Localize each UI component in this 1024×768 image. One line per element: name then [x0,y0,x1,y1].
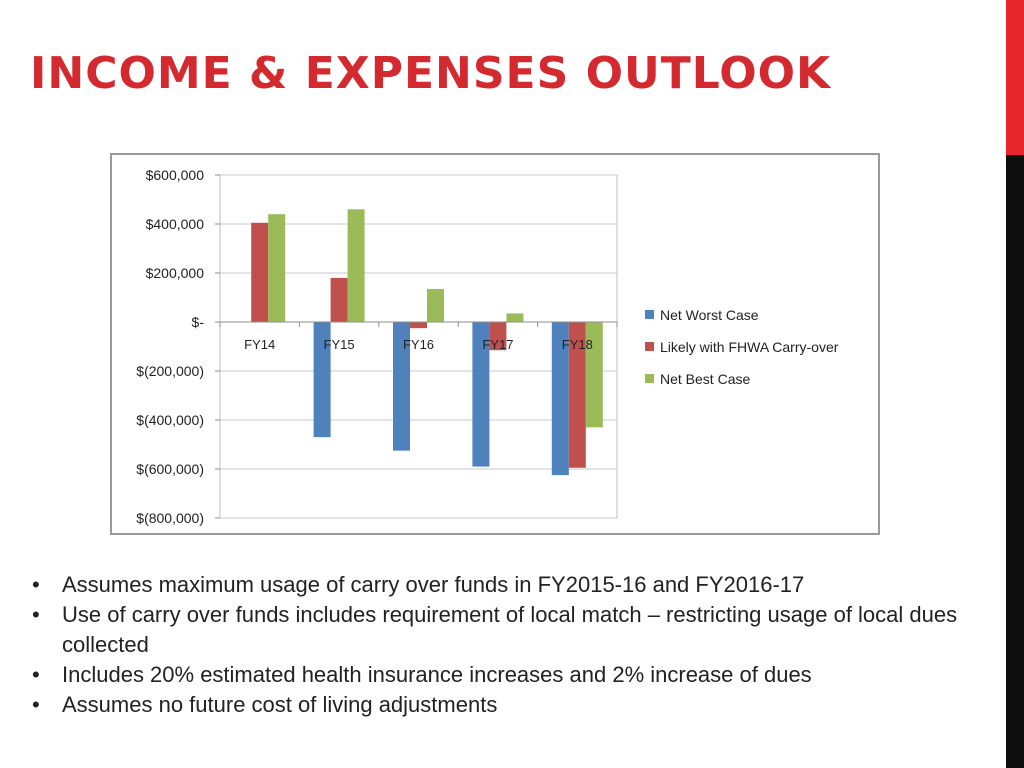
y-tick-label: $- [192,314,205,330]
bar [251,222,269,322]
slide-title: Income & Expenses Outlook [30,48,832,99]
y-tick-label: $(200,000) [136,363,204,379]
bar [410,322,427,329]
legend-label: Net Worst Case [660,307,759,323]
x-tick-label: FY17 [482,337,513,352]
bar [585,322,603,428]
bar [268,214,286,322]
chart-frame: $600,000 $400,000 $200,000 $- $(200,000) $(40… [110,153,880,535]
legend-swatch [645,374,654,383]
x-tick-label: FY16 [403,337,434,352]
side-accent-bar-red [1006,0,1024,155]
legend-swatch [645,310,654,319]
x-tick-label: FY15 [324,337,355,352]
bar [393,322,410,451]
bar [489,322,507,351]
bar [506,313,524,322]
y-tick-label: $(600,000) [136,461,204,477]
y-tick-label: $(400,000) [136,412,204,428]
bullet-item: Includes 20% estimated health insurance … [28,660,998,690]
bar [568,322,586,468]
y-tick-label: $600,000 [146,167,205,183]
bar-chart: $600,000 $400,000 $200,000 $- $(200,000) $(40… [136,167,839,526]
bullet-item: Use of carry over funds includes require… [28,600,998,660]
legend-swatch [645,342,654,351]
bullet-list: Assumes maximum usage of carry over fund… [28,570,998,720]
y-tick-label: $200,000 [146,265,205,281]
bullet-item: Assumes maximum usage of carry over fund… [28,570,998,600]
bar [427,288,444,322]
bar [347,209,365,322]
bullet-item: Assumes no future cost of living adjustm… [28,690,998,720]
x-tick-label: FY18 [562,337,593,352]
bar [551,322,569,476]
y-tick-label: $400,000 [146,216,205,232]
side-accent-bar-black [1006,155,1024,768]
bar [472,322,490,467]
legend-label: Likely with FHWA Carry-over [660,339,839,355]
x-tick-label: FY14 [244,337,275,352]
y-tick-label: $(800,000) [136,510,204,526]
bar [330,277,348,322]
bar [313,322,331,438]
legend-label: Net Best Case [660,371,750,387]
